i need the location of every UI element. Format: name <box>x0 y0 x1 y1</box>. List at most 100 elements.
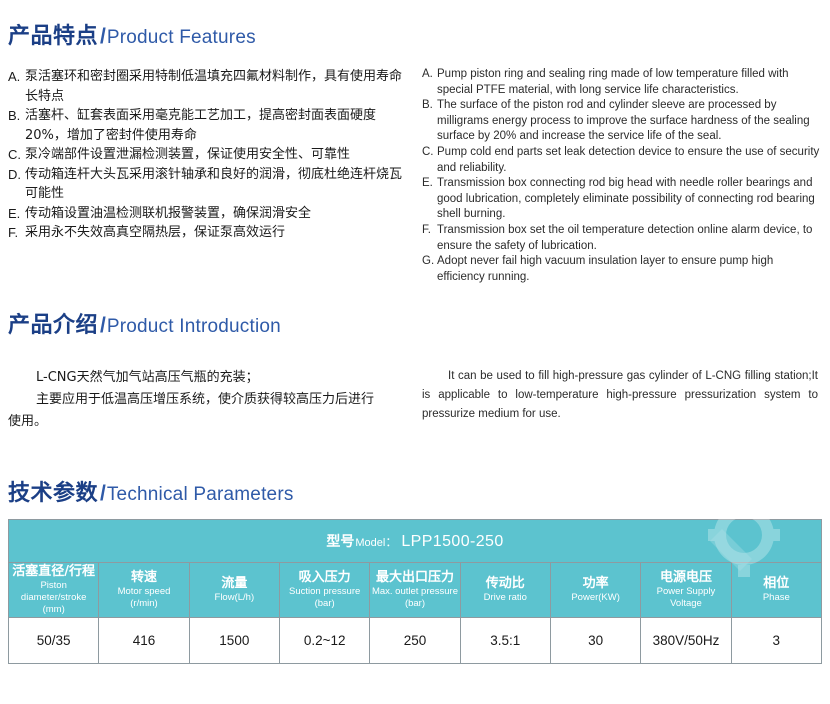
list-text: Pump piston ring and sealing ring made o… <box>437 68 789 96</box>
column-header-english: Flow(L/h) <box>214 592 255 604</box>
introduction-english-column: It can be used to fill high-pressure gas… <box>422 367 822 433</box>
model-colon: ： <box>385 535 398 550</box>
column-header-suction-pressure: 吸入压力 Suction pressure (bar) <box>278 562 371 619</box>
cell-motor-speed: 416 <box>98 617 190 665</box>
list-text: 传动箱连杆大头瓦采用滚针轴承和良好的润滑，彻底杜绝连杆烧瓦可能性 <box>25 166 403 202</box>
list-marker: C. <box>8 147 21 162</box>
column-header-power-supply-voltage: 电源电压 Power Supply Voltage <box>640 562 732 619</box>
cell-flow: 1500 <box>188 617 280 665</box>
list-item: B. The surface of the piston rod and cyl… <box>422 98 822 145</box>
column-header-power: 功率 Power(KW) <box>549 562 642 619</box>
table-model-row: 型号 Model ： LPP1500-250 <box>8 519 822 564</box>
model-label-chinese: 型号 <box>326 534 355 551</box>
list-text: 采用永不失效高真空隔热层，保证泵高效运行 <box>25 225 286 240</box>
list-item: B. 活塞杆、缸套表面采用毫克能工艺加工，提高密封面表面硬度20%，增加了密封件… <box>8 106 414 145</box>
column-header-motor-speed: 转速 Motor speed (r/min) <box>98 562 190 619</box>
column-header-english: Power(KW) <box>571 592 620 604</box>
heading-separator: / <box>100 482 106 506</box>
introduction-columns: L-CNG天然气加气站高压气瓶的充装； 主要应用于低温高压增压系统，使介质获得较… <box>8 367 822 433</box>
column-header-english: Power Supply Voltage <box>656 586 716 610</box>
introduction-line-3: 使用。 <box>8 414 48 430</box>
list-marker: B. <box>422 99 433 112</box>
section-heading-technical-parameters: 技术参数 / Technical Parameters <box>8 475 822 507</box>
heading-chinese: 技术参数 <box>8 481 99 507</box>
cell-power: 30 <box>549 617 642 665</box>
column-header-chinese: 最大出口压力 <box>375 570 454 586</box>
column-header-english: Suction pressure <box>289 586 361 598</box>
list-text: 活塞杆、缸套表面采用毫克能工艺加工，提高密封面表面硬度20%，增加了密封件使用寿… <box>25 108 377 143</box>
cell-power-supply-voltage: 380V/50Hz <box>640 617 732 665</box>
list-item: A. 泵活塞环和密封圈采用特制低温填充四氟材料制作，具有使用寿命长特点 <box>8 67 414 106</box>
model-value: LPP1500-250 <box>401 533 504 551</box>
column-header-flow: 流量 Flow(L/h) <box>188 562 280 619</box>
list-item: C. Pump cold end parts set leak detectio… <box>422 145 822 176</box>
introduction-paragraph-english: It can be used to fill high-pressure gas… <box>422 370 818 421</box>
column-header-english: Max. outlet pressure <box>371 586 459 598</box>
list-marker: F. <box>8 225 19 240</box>
technical-parameters-table: 型号 Model ： LPP1500-250 活塞直径/行程 Piston di… <box>7 519 823 665</box>
features-list-chinese: A. 泵活塞环和密封圈采用特制低温填充四氟材料制作，具有使用寿命长特点 B. 活… <box>8 67 414 243</box>
list-marker: G. <box>422 255 435 268</box>
introduction-line-2: 主要应用于低温高压增压系统，使介质获得较高压力后进行 <box>36 392 375 408</box>
heading-separator: / <box>100 314 106 338</box>
cell-suction-pressure: 0.2~12 <box>278 617 371 665</box>
list-text: 泵冷端部件设置泄漏检测装置，保证使用安全性、可靠性 <box>25 147 351 162</box>
model-label-english: Model <box>355 537 386 550</box>
column-header-english: Phase <box>762 592 790 604</box>
heading-english: Technical Parameters <box>106 484 294 506</box>
features-chinese-column: A. 泵活塞环和密封圈采用特制低温填充四氟材料制作，具有使用寿命长特点 B. 活… <box>8 67 422 285</box>
list-marker: C. <box>422 145 434 158</box>
section-heading-product-features: 产品特点 / Product Features <box>8 18 822 50</box>
heading-separator: / <box>100 25 106 48</box>
list-item: D. 传动箱连杆大头瓦采用滚针轴承和良好的润滑，彻底杜绝连杆烧瓦可能性 <box>8 165 414 204</box>
list-text: Transmission box connecting rod big head… <box>437 177 815 221</box>
list-text: Adopt never fail high vacuum insulation … <box>437 255 774 283</box>
list-text: Transmission box set the oil temperature… <box>437 223 813 252</box>
column-header-phase: 相位 Phase <box>730 562 823 619</box>
list-text: Pump cold end parts set leak detection d… <box>437 145 820 174</box>
heading-chinese: 产品介绍 <box>8 313 99 339</box>
cell-max-outlet-pressure: 250 <box>369 617 461 665</box>
introduction-chinese-column: L-CNG天然气加气站高压气瓶的充装； 主要应用于低温高压增压系统，使介质获得较… <box>8 367 422 433</box>
table-header-row: 活塞直径/行程 Piston diameter/stroke (mm) 转速 M… <box>7 562 823 619</box>
column-header-english: Piston diameter/stroke <box>20 580 87 604</box>
column-header-english: Drive ratio <box>483 592 527 604</box>
list-marker: A. <box>422 68 433 80</box>
list-item: E. 传动箱设置油温检测联机报警装置，确保润滑安全 <box>8 204 414 224</box>
features-list-english: A. Pump piston ring and sealing ring mad… <box>422 67 822 285</box>
list-text: 传动箱设置油温检测联机报警装置，确保润滑安全 <box>25 205 312 221</box>
column-header-unit: (bar) <box>314 598 335 610</box>
column-header-english: Motor speed <box>117 586 171 598</box>
introduction-paragraph-chinese: L-CNG天然气加气站高压气瓶的充装； 主要应用于低温高压增压系统，使介质获得较… <box>8 367 414 433</box>
cell-drive-ratio: 3.5:1 <box>459 617 551 665</box>
table-row: 50/35 416 1500 0.2~12 250 3.5:1 30 380V/… <box>7 617 823 665</box>
list-item: C. 泵冷端部件设置泄漏检测装置，保证使用安全性、可靠性 <box>8 145 414 165</box>
column-header-unit: (mm) <box>42 604 65 616</box>
heading-english: Product Introduction <box>106 316 281 338</box>
list-marker: F. <box>422 223 431 236</box>
list-marker: B. <box>8 108 21 123</box>
model-cell: 型号 Model ： LPP1500-250 <box>8 519 822 564</box>
list-marker: D. <box>8 166 21 182</box>
column-header-piston-diameter-stroke: 活塞直径/行程 Piston diameter/stroke (mm) <box>7 562 100 619</box>
cell-phase: 3 <box>730 617 823 665</box>
column-header-chinese: 转速 <box>130 570 157 586</box>
column-header-chinese: 活塞直径/行程 <box>12 564 96 580</box>
heading-english: Product Features <box>106 27 256 48</box>
section-heading-product-introduction: 产品介绍 / Product Introduction <box>8 307 822 339</box>
introduction-line-1: L-CNG天然气加气站高压气瓶的充装； <box>36 370 259 386</box>
cell-piston-diameter-stroke: 50/35 <box>7 617 100 665</box>
list-marker: E. <box>422 177 433 190</box>
list-item: E. Transmission box connecting rod big h… <box>422 176 822 223</box>
column-header-unit: (bar) <box>404 598 425 610</box>
list-item: F. 采用永不失效高真空隔热层，保证泵高效运行 <box>8 223 414 243</box>
column-header-chinese: 流量 <box>221 576 248 592</box>
technical-parameters-table-wrapper: 型号 Model ： LPP1500-250 活塞直径/行程 Piston di… <box>7 519 823 665</box>
list-text: 泵活塞环和密封圈采用特制低温填充四氟材料制作，具有使用寿命长特点 <box>25 69 403 104</box>
features-columns: A. 泵活塞环和密封圈采用特制低温填充四氟材料制作，具有使用寿命长特点 B. 活… <box>8 67 822 285</box>
list-text: The surface of the piston rod and cylind… <box>437 99 810 143</box>
list-item: A. Pump piston ring and sealing ring mad… <box>422 67 822 98</box>
list-item: G. Adopt never fail high vacuum insulati… <box>422 254 822 285</box>
column-header-chinese: 功率 <box>582 576 609 592</box>
